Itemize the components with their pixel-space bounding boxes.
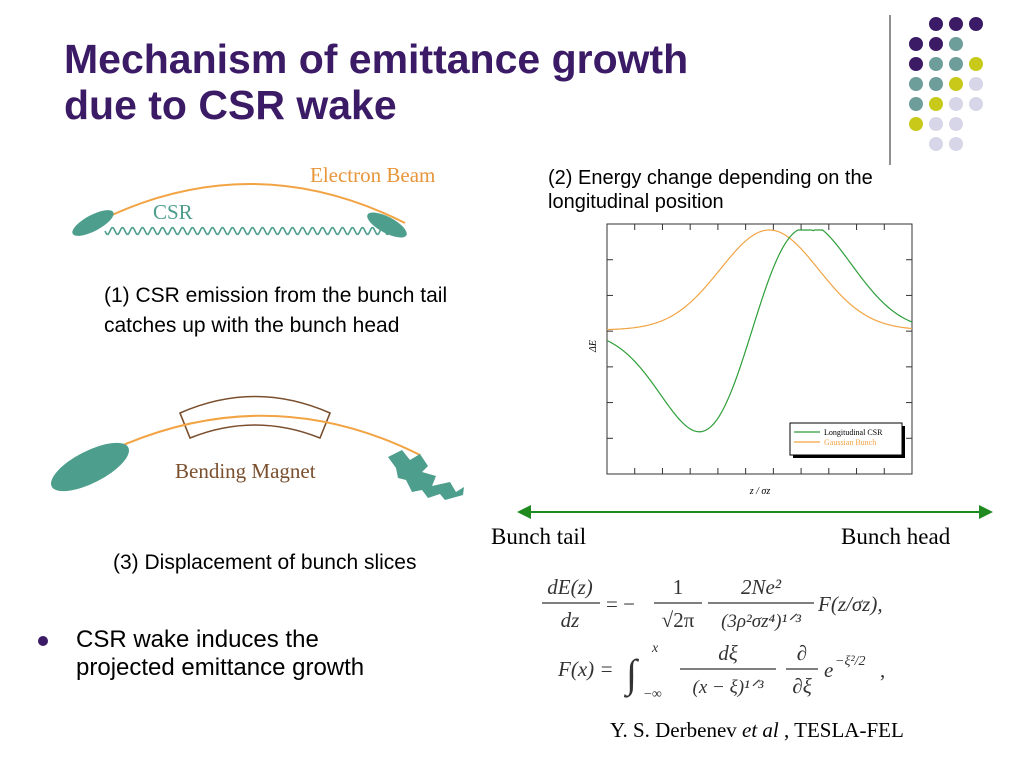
eq1-lhs-den: dz [561,608,580,632]
eq1-c-num: 1 [673,575,684,599]
decorative-dot [969,97,983,111]
caption-1: (1) CSR emission from the bunch tail cat… [104,281,447,341]
eq1-lhs-num: dE(z) [547,575,593,599]
decorative-dot [949,57,963,71]
eq2-frac-den: (x − ξ)¹ᐟ³ [693,677,764,698]
eq2-int-lower: −∞ [644,687,662,702]
eq1-equals: = − [606,592,635,616]
bending-magnet-label: Bending Magnet [175,459,316,483]
bunch-tail-label: Bunch tail [491,524,587,549]
eq2-pd-num: ∂ [797,641,807,665]
slide-title-line2: due to CSR wake [64,82,397,128]
longitudinal-csr-curve [606,229,913,433]
legend-box [789,422,903,456]
eq2-frac-num: dξ [718,641,738,665]
decorative-dot [949,97,963,111]
equation-1: dE(z) dz = − 1 √2π 2Ne² (3ρ²σz⁴)¹ᐟ³ F(z/… [542,575,883,632]
eq2-tail: , [880,658,885,682]
electron-beam-path [94,183,406,224]
caption-2-line1: (2) Energy change depending on the [548,167,873,189]
incoming-bunch-ellipse [51,442,129,492]
displaced-bunch-slices [388,450,464,500]
eq2-integral: ∫ [623,651,640,698]
eq1-tail: F(z/σz), [817,592,883,616]
bunch-tail-ellipse [72,210,114,236]
decorative-dot [929,17,943,31]
decorative-dot-grid [889,15,983,165]
bullet-line1: CSR wake induces the [76,626,319,653]
legend-shadow-bottom [793,455,905,458]
eq1-f-den: (3ρ²σz⁴)¹ᐟ³ [721,611,801,632]
reference: Y. S. Derbenev et al , TESLA-FEL [610,718,904,743]
plot-legend: Longitudinal CSR Gaussian Bunch [789,422,905,458]
caption-2: (2) Energy change depending on the longi… [548,166,873,214]
electron-beam-path-2 [94,414,421,459]
decorative-dot [949,77,963,91]
plot-ticks [607,224,912,474]
decorative-dot [909,97,923,111]
bullet-line2: projected emittance growth [76,654,365,681]
reference-author: Y. S. Derbenev [610,718,737,742]
bending-magnet-shape [178,395,332,440]
decorative-dot [949,37,963,51]
energy-change-plot: Longitudinal CSR Gaussian Bunch ΔE z / σ… [588,223,913,497]
decorative-dot [929,117,943,131]
csr-label: CSR [153,200,193,224]
arrow-head-right [979,505,993,519]
plot-ylabel: ΔE [588,340,599,353]
reference-rest: , TESLA-FEL [778,718,904,742]
electron-beam-label: Electron Beam [310,163,435,187]
reference-etal: et al [742,718,779,742]
csr-wave [104,226,396,236]
decorative-dot [909,117,923,131]
dot-grid [909,17,983,151]
bunch-head-label: Bunch head [841,524,951,549]
decorative-dot [969,17,983,31]
decorative-dot [909,57,923,71]
eq1-c-den: √2π [662,608,695,632]
caption-1-line1: (1) CSR emission from the bunch tail [104,284,448,307]
decorative-dot [929,77,943,91]
gaussian-bunch-curve [606,229,913,331]
decorative-dot [929,97,943,111]
eq2-exp: e [824,658,833,682]
decorative-dot [949,117,963,131]
bending-magnet-diagram: Bending Magnet [51,395,464,500]
decorative-dot [909,37,923,51]
decorative-dot [929,57,943,71]
caption-3: (3) Displacement of bunch slices [113,551,417,574]
bullet-dot [38,636,48,646]
caption-1-line2: catches up with the bunch head [104,314,400,337]
eq2-pd-den: ∂ξ [792,674,811,698]
tail-head-arrow [517,505,993,519]
legend-gauss-label: Gaussian Bunch [824,438,876,447]
eq1-f-num: 2Ne² [741,575,782,599]
bullet-text: CSR wake induces the projected emittance… [76,626,364,682]
eq2-int-upper: x [651,641,659,656]
decorative-dot [969,77,983,91]
eq2-exp-sup: −ξ²/2 [835,654,866,669]
equation-2: F(x) = ∫ x −∞ dξ (x − ξ)¹ᐟ³ ∂ ∂ξ e −ξ²/2… [557,641,885,702]
legend-shadow-right [902,426,905,458]
decorative-dot [909,77,923,91]
decorative-dot [949,137,963,151]
eq2-lhs: F(x) = [557,657,614,681]
slide-title: Mechanism of emittance growth due to CSR… [64,36,824,128]
legend-csr-label: Longitudinal CSR [824,428,883,437]
csr-emission-diagram: Electron Beam CSR [72,163,435,238]
plot-xlabel: z / σz [749,486,771,497]
slide-title-line1: Mechanism of emittance growth [64,36,689,82]
arrow-head-left [517,505,531,519]
bunch-head-ellipse [367,212,407,238]
caption-2-line2: longitudinal position [548,191,724,213]
csr-equations: dE(z) dz = − 1 √2π 2Ne² (3ρ²σz⁴)¹ᐟ³ F(z/… [542,575,885,702]
decorative-dot [969,57,983,71]
decorative-dot [949,17,963,31]
decorative-dot [929,37,943,51]
decorative-dot [929,137,943,151]
